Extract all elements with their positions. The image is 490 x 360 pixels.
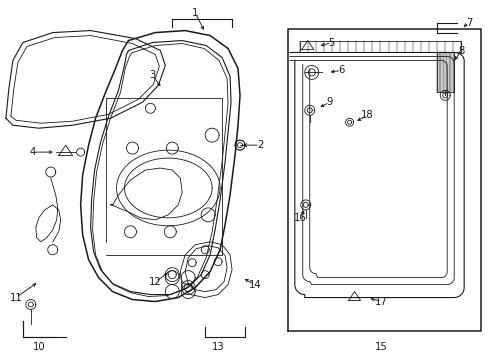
Text: 11: 11 bbox=[9, 293, 22, 302]
Text: 12: 12 bbox=[149, 276, 162, 287]
Text: 1: 1 bbox=[192, 8, 198, 18]
Text: 8: 8 bbox=[458, 45, 465, 55]
Text: 18: 18 bbox=[361, 110, 374, 120]
Text: 13: 13 bbox=[212, 342, 224, 352]
Text: 4: 4 bbox=[30, 147, 36, 157]
Text: 15: 15 bbox=[375, 342, 388, 352]
Text: 6: 6 bbox=[339, 66, 345, 76]
Text: 9: 9 bbox=[326, 97, 333, 107]
Text: 10: 10 bbox=[32, 342, 45, 352]
Text: 2: 2 bbox=[257, 140, 263, 150]
Text: 3: 3 bbox=[149, 71, 155, 80]
Text: 17: 17 bbox=[375, 297, 388, 306]
Text: 16: 16 bbox=[294, 213, 306, 223]
Text: 5: 5 bbox=[328, 37, 335, 48]
Text: 7: 7 bbox=[466, 18, 472, 28]
Text: 14: 14 bbox=[248, 280, 261, 289]
